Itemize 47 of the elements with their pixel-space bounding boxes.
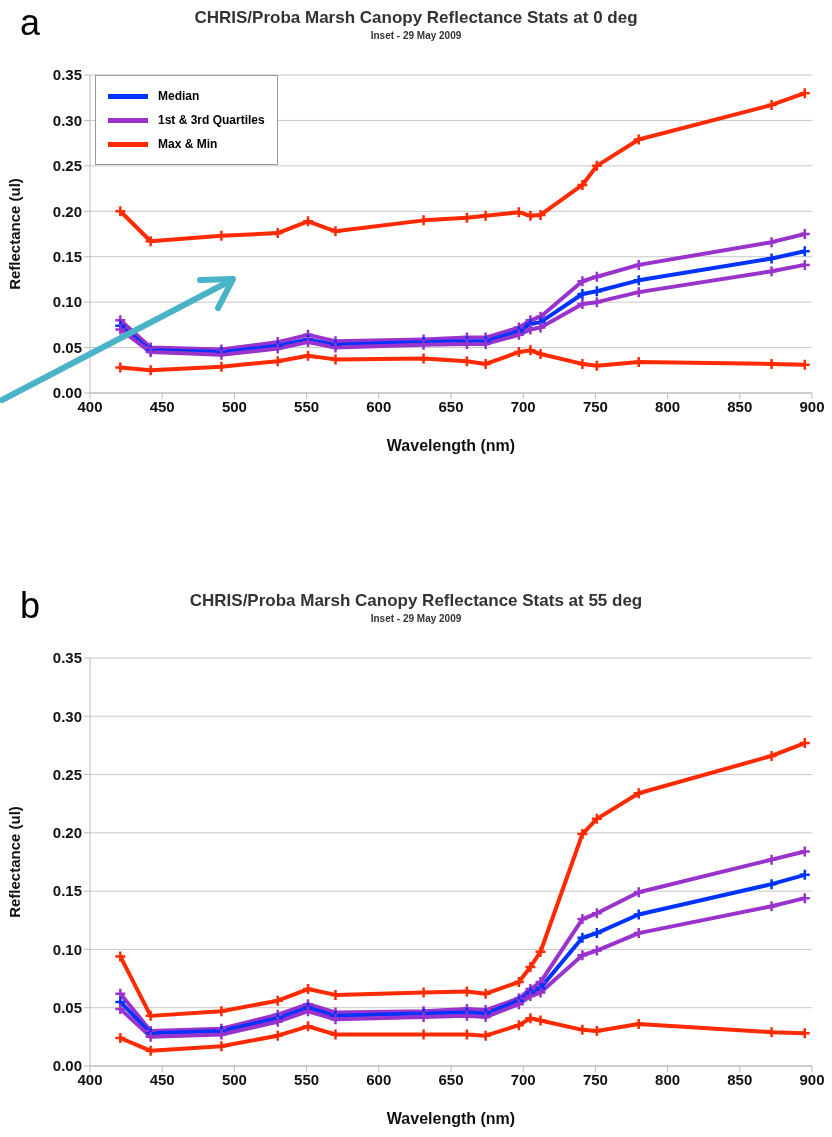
x-tick-label: 650 xyxy=(438,397,464,415)
y-tick-label: 0.05 xyxy=(52,999,82,1017)
y-tick-label: 0.30 xyxy=(52,111,82,129)
y-tick-label: 0.35 xyxy=(52,649,82,667)
x-tick-label: 800 xyxy=(655,1070,681,1088)
x-tick-label: 550 xyxy=(294,397,320,415)
x-tick-label: 700 xyxy=(510,397,536,415)
x-tick-label: 650 xyxy=(438,1070,464,1088)
x-tick-label: 900 xyxy=(799,397,825,415)
y-tick-label: 0.25 xyxy=(52,157,82,175)
x-tick-label: 500 xyxy=(221,397,247,415)
y-tick-label: 0.15 xyxy=(52,882,82,900)
x-axis-title: Wavelength (nm) xyxy=(386,1110,516,1127)
x-tick-label: 750 xyxy=(582,397,608,415)
y-tick-label: 0.10 xyxy=(52,293,82,311)
x-tick-label: 850 xyxy=(727,1070,753,1088)
x-tick-label: 800 xyxy=(655,397,681,415)
y-tick-label: 0.30 xyxy=(52,707,82,725)
legend-label: Median xyxy=(158,89,200,103)
x-tick-label: 600 xyxy=(366,397,392,415)
y-tick-label: 0.20 xyxy=(52,824,82,842)
y-axis-title: Reflectance (ul) xyxy=(6,178,24,290)
y-tick-label: 0.15 xyxy=(52,248,82,266)
chart-subtitle: Inset - 29 May 2009 xyxy=(370,30,462,41)
chart-title: CHRIS/Proba Marsh Canopy Reflectance Stats at 55 deg xyxy=(189,591,643,610)
legend-label: 1st & 3rd Quartiles xyxy=(158,113,265,127)
x-tick-label: 550 xyxy=(294,1070,320,1088)
y-tick-label: 0.05 xyxy=(52,338,82,356)
y-tick-label: 0.25 xyxy=(52,765,82,783)
x-axis-title: Wavelength (nm) xyxy=(386,437,516,454)
x-tick-label: 700 xyxy=(510,1070,536,1088)
y-tick-label: 0.35 xyxy=(52,66,82,84)
y-tick-label: 0.10 xyxy=(52,940,82,958)
x-tick-label: 500 xyxy=(221,1070,247,1088)
x-tick-label: 850 xyxy=(727,397,753,415)
text: b xyxy=(20,585,41,627)
y-axis-title: Reflectance (ul) xyxy=(6,806,24,918)
text: a xyxy=(20,2,41,44)
legend-label: Max & Min xyxy=(158,137,218,151)
x-tick-label: 450 xyxy=(149,1070,175,1088)
x-tick-label: 750 xyxy=(582,1070,608,1088)
y-tick-label: 0.20 xyxy=(52,202,82,220)
x-tick-label: 600 xyxy=(366,1070,392,1088)
chart-title: CHRIS/Proba Marsh Canopy Reflectance Stats at 0 deg xyxy=(194,8,638,27)
chart-subtitle: Inset - 29 May 2009 xyxy=(370,613,462,624)
x-tick-label: 450 xyxy=(149,397,175,415)
x-tick-label: 900 xyxy=(799,1070,825,1088)
